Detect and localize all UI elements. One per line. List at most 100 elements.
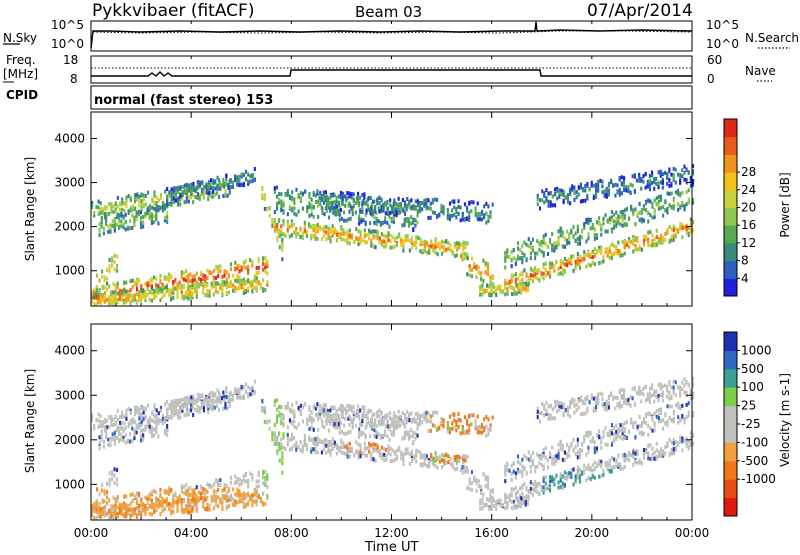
data-cell — [684, 225, 686, 229]
data-cell — [119, 421, 121, 425]
data-cell — [479, 426, 481, 430]
data-cell — [204, 293, 206, 297]
data-cell — [339, 426, 341, 430]
data-cell — [536, 276, 538, 280]
data-cell — [450, 243, 452, 247]
data-cell — [664, 232, 666, 236]
data-cell — [247, 180, 249, 184]
data-cell — [548, 192, 550, 196]
data-cell — [164, 402, 166, 406]
data-cell — [372, 457, 374, 461]
data-cell — [541, 485, 543, 489]
data-cell — [485, 434, 487, 438]
data-cell — [345, 219, 347, 223]
data-cell — [149, 290, 151, 294]
data-cell — [99, 503, 101, 507]
data-cell — [456, 241, 458, 245]
data-cell — [306, 443, 308, 447]
data-cell — [675, 168, 677, 172]
data-cell — [189, 501, 191, 505]
data-cell — [451, 214, 453, 218]
data-cell — [117, 292, 119, 296]
data-cell — [142, 288, 144, 292]
nsky-panel — [3, 21, 790, 51]
data-cell — [396, 449, 398, 453]
data-cell — [188, 408, 190, 412]
data-cell — [619, 254, 621, 258]
data-cell — [166, 413, 168, 417]
data-cell — [604, 194, 606, 198]
data-cell — [158, 198, 160, 202]
data-cell — [287, 406, 289, 410]
data-cell — [204, 498, 206, 502]
data-cell — [323, 442, 325, 446]
data-cell — [656, 235, 658, 239]
data-cell — [332, 234, 334, 238]
data-cell — [576, 190, 578, 194]
data-cell — [132, 492, 134, 496]
data-cell — [443, 424, 445, 428]
data-cell — [466, 486, 468, 490]
data-cell — [199, 197, 201, 201]
data-cell — [366, 421, 368, 425]
data-cell — [144, 290, 146, 294]
data-cell — [579, 235, 581, 239]
data-cell — [141, 406, 143, 410]
data-cell — [400, 243, 402, 247]
data-cell — [411, 452, 413, 456]
data-cell — [300, 227, 302, 231]
data-cell — [530, 487, 532, 491]
data-cell — [607, 220, 609, 224]
data-cell — [222, 407, 224, 411]
data-cell — [545, 233, 547, 237]
data-cell — [189, 272, 191, 276]
data-cell — [168, 403, 170, 407]
data-cell — [570, 260, 572, 264]
data-cell — [482, 259, 484, 263]
data-cell — [187, 276, 189, 280]
data-cell — [677, 192, 679, 196]
data-cell — [121, 208, 123, 212]
data-cell — [212, 393, 214, 397]
data-cell — [578, 186, 580, 190]
data-cell — [417, 416, 419, 420]
data-cell — [133, 432, 135, 436]
data-cell — [432, 459, 434, 463]
data-cell — [591, 183, 593, 187]
data-cell — [134, 495, 136, 499]
data-cell — [224, 487, 226, 491]
data-cell — [336, 233, 338, 237]
data-cell — [530, 267, 532, 271]
data-cell — [340, 446, 342, 450]
data-cell — [254, 167, 256, 171]
data-cell — [201, 190, 203, 194]
data-cell — [651, 171, 653, 175]
data-cell — [566, 230, 568, 234]
data-cell — [117, 300, 119, 304]
data-cell — [213, 293, 215, 297]
data-cell — [590, 264, 592, 268]
data-cell — [466, 419, 468, 423]
data-cell — [364, 235, 366, 239]
data-cell — [206, 497, 208, 501]
data-cell — [300, 440, 302, 444]
data-cell — [100, 424, 102, 428]
data-cell — [467, 241, 469, 245]
data-cell — [300, 235, 302, 239]
data-cell — [140, 299, 142, 303]
data-cell — [400, 456, 402, 460]
data-cell — [130, 302, 132, 306]
data-cell — [227, 407, 229, 411]
data-cell — [241, 479, 243, 483]
data-cell — [412, 441, 414, 445]
data-cell — [304, 402, 306, 406]
data-cell — [245, 289, 247, 293]
data-cell — [373, 215, 375, 219]
data-cell — [192, 186, 194, 190]
data-cell — [647, 220, 649, 224]
data-cell — [417, 434, 419, 438]
data-cell — [211, 282, 213, 286]
data-cell — [194, 289, 196, 293]
data-cell — [130, 502, 132, 506]
data-cell — [125, 298, 127, 302]
